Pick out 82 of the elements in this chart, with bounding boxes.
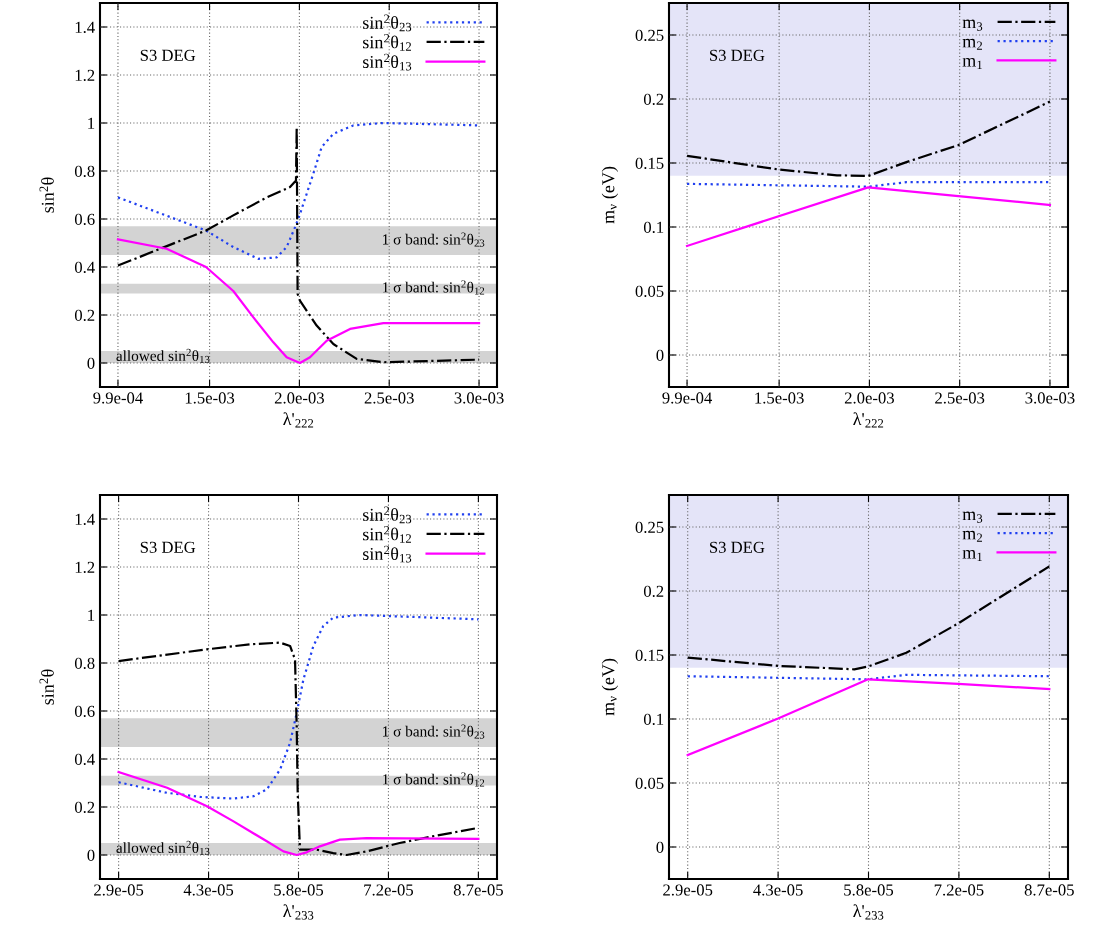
y-tick-label: 1.4 <box>75 513 95 526</box>
x-tick-label: 2.5e-03 <box>364 392 414 404</box>
y-axis-title: sin$^{2}$θ <box>39 177 54 213</box>
annotation: S3 DEG <box>710 541 765 553</box>
x-tick-label: 8.7e-05 <box>1024 884 1074 896</box>
band-label: 1 σ band: sin$^{2}$θ$_{23}$ <box>383 724 485 739</box>
legend-label: sin$^{2}$θ$_{13}$ <box>363 53 412 71</box>
y-tick-label: 0.25 <box>635 29 664 42</box>
legend-label: m$_{1}$ <box>962 550 982 561</box>
y-tick-label: 0 <box>87 849 95 861</box>
annotation: S3 DEG <box>140 541 196 553</box>
y-tick-label: 0.15 <box>635 649 664 662</box>
y-tick-label: 0.6 <box>74 213 95 226</box>
x-tick-label: 7.2e-05 <box>364 884 414 896</box>
band-label: 1 σ band: sin$^{2}$θ$_{12}$ <box>383 280 485 295</box>
x-tick-label: 8.7e-05 <box>453 884 503 896</box>
legend-label: sin$^{2}$θ$_{23}$ <box>363 14 412 32</box>
x-tick-label: 1.5e-03 <box>185 392 235 404</box>
y-tick-label: 0.2 <box>74 309 95 322</box>
y-tick-label: 0.6 <box>74 705 95 718</box>
line-series <box>685 100 1052 178</box>
band-label: allowed sin$^{2}$θ$_{13}$ <box>116 840 210 856</box>
band-label: 1 σ band: sin$^{2}$θ$_{23}$ <box>383 232 485 247</box>
legend-label: sin$^{2}$θ$_{13}$ <box>363 545 412 563</box>
band-label: 1 σ band: sin$^{2}$θ$_{12}$ <box>383 772 485 787</box>
legend-label: m$_{3}$ <box>962 19 983 31</box>
y-tick-label: 0.2 <box>643 93 664 106</box>
line-series <box>686 678 1051 757</box>
x-tick-label: 3.0e-03 <box>1025 392 1075 404</box>
x-tick-label: 2.9e-05 <box>94 884 144 896</box>
legend-label: m$_{3}$ <box>962 511 983 523</box>
y-tick-label: 0.25 <box>635 521 664 534</box>
x-tick-label: 5.8e-05 <box>274 884 324 896</box>
y-tick-label: 0.2 <box>74 801 95 814</box>
legend-label: m$_{2}$ <box>962 530 983 542</box>
x-tick-label: 7.2e-05 <box>934 884 984 896</box>
legend-label: sin$^{2}$θ$_{12}$ <box>363 526 411 543</box>
y-tick-label: 0.2 <box>643 585 664 598</box>
x-tick-label: 4.3e-05 <box>183 884 234 896</box>
y-axis-title: m$_{ν}$ (eV) <box>601 166 619 224</box>
y-tick-label: 0.05 <box>635 777 664 790</box>
annotation: S3 DEG <box>140 49 196 61</box>
x-tick-label: 9.9e-04 <box>93 392 143 404</box>
y-axis-title: m$_{ν}$ (eV) <box>601 658 619 716</box>
y-tick-label: 0.1 <box>643 713 664 726</box>
x-tick-label: 5.8e-05 <box>844 884 894 896</box>
x-axis-title: λ'$_{222}$ <box>853 412 884 428</box>
x-axis-title: λ'$_{233}$ <box>853 904 884 920</box>
y-tick-label: 1.2 <box>75 69 95 82</box>
y-tick-label: 1.4 <box>75 21 95 34</box>
y-tick-label: 0.1 <box>643 221 664 234</box>
line-series <box>686 565 1051 671</box>
x-axis-title: λ'$_{233}$ <box>283 904 314 920</box>
y-tick-label: 0 <box>656 349 664 361</box>
y-tick-label: 1 <box>88 117 95 129</box>
legend-label: m$_{2}$ <box>962 38 983 50</box>
y-tick-label: 0.05 <box>635 285 664 298</box>
x-tick-label: 1.5e-03 <box>755 392 804 404</box>
y-axis-title: sin$^{2}$θ <box>39 669 54 705</box>
y-tick-label: 0 <box>656 841 664 853</box>
y-tick-label: 0.8 <box>74 657 95 670</box>
y-tick-label: 0.15 <box>635 157 664 170</box>
x-tick-label: 2.0e-03 <box>274 392 324 404</box>
x-tick-label: 2.9e-05 <box>663 884 713 896</box>
x-tick-label: 2.0e-03 <box>844 392 894 404</box>
y-tick-label: 0.4 <box>74 753 95 766</box>
y-tick-label: 1 <box>88 609 95 621</box>
y-tick-label: 0.4 <box>74 261 95 274</box>
x-tick-label: 2.5e-03 <box>935 392 985 404</box>
legend-label: sin$^{2}$θ$_{23}$ <box>363 506 412 524</box>
annotation: S3 DEG <box>710 49 765 61</box>
band-label: allowed sin$^{2}$θ$_{13}$ <box>116 348 210 364</box>
legend-label: sin$^{2}$θ$_{12}$ <box>363 34 411 51</box>
line-series <box>685 186 1052 248</box>
x-tick-label: 9.9e-04 <box>662 392 713 404</box>
y-tick-label: 0.8 <box>74 165 95 178</box>
x-tick-label: 3.0e-03 <box>454 392 504 404</box>
x-axis-title: λ'$_{222}$ <box>283 412 314 428</box>
x-tick-label: 4.3e-05 <box>753 884 803 896</box>
y-tick-label: 0 <box>87 357 95 369</box>
legend-label: m$_{1}$ <box>962 58 982 69</box>
y-tick-label: 1.2 <box>75 561 95 574</box>
